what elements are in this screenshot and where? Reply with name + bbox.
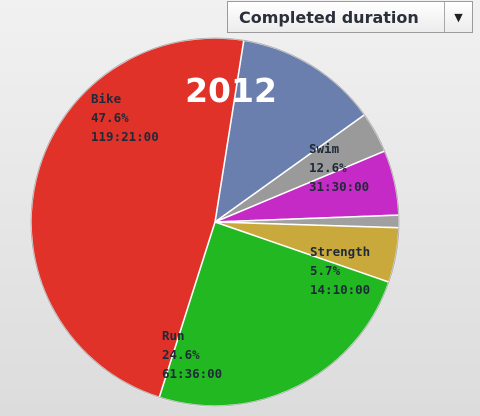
slice-label-bike: Bike 47.6% 119:21:00: [91, 91, 159, 144]
slice-label-swim: Swim 12.6% 31:30:00: [309, 141, 369, 194]
dropdown-selected-value: Completed duration: [239, 7, 419, 27]
pie-outline: [30, 37, 400, 407]
chevron-down-icon[interactable]: ▼: [454, 10, 463, 24]
slice-label-run: Run 24.6% 61:36:00: [162, 328, 222, 381]
completed-duration-dropdown[interactable]: Completed duration ▼: [227, 1, 473, 33]
dropdown-divider: [444, 2, 445, 32]
chart-title: 2012: [185, 71, 277, 110]
slice-label-strength: Strength 5.7% 14:10:00: [310, 244, 370, 297]
